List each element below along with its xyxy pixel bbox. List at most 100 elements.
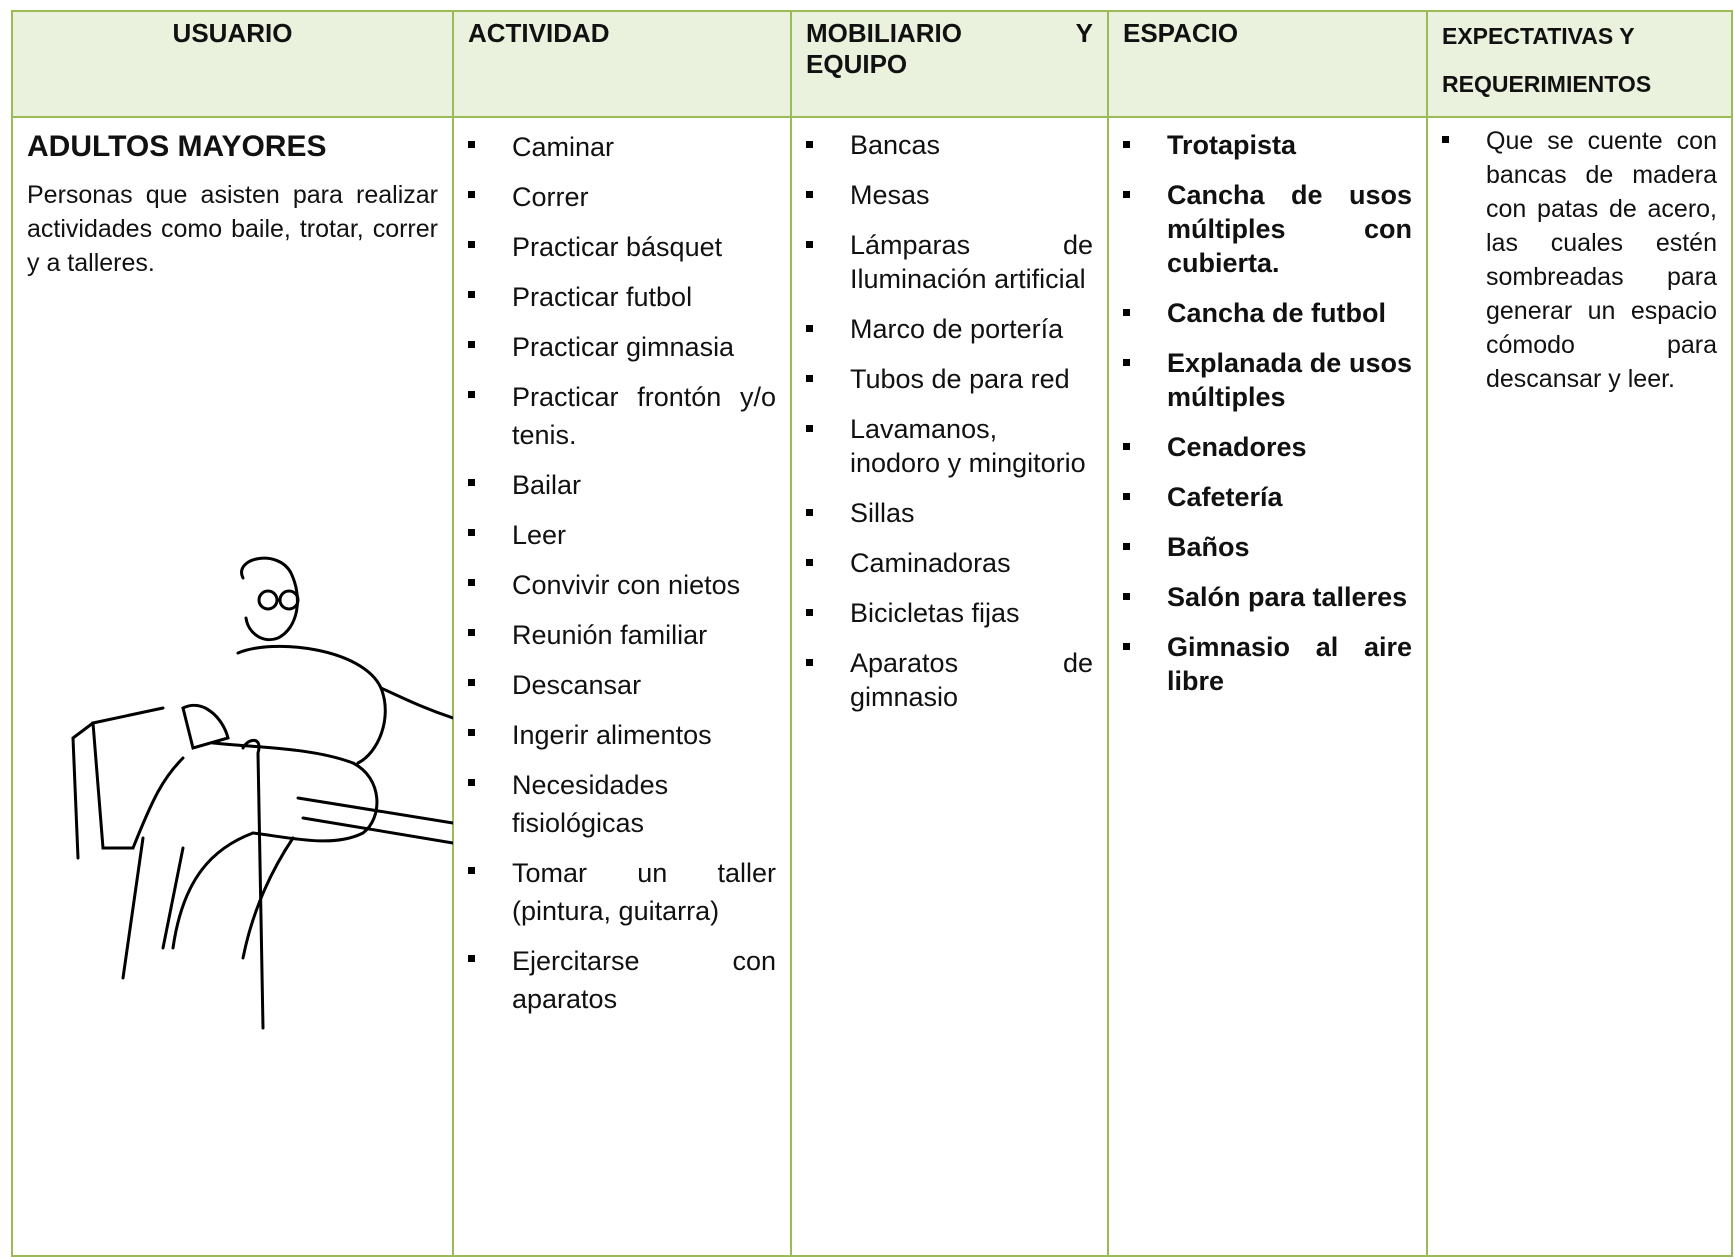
space-list: Trotapista Cancha de usos múltiples con c… (1123, 128, 1412, 698)
bullet (468, 779, 475, 786)
item-text: Necesidades fisiológicas (512, 770, 669, 838)
item-text: Salón para talleres (1167, 582, 1408, 612)
bullet (1123, 443, 1130, 450)
item-text: Lavamanos, inodoro y mingitorio (850, 414, 1086, 478)
list-item: Gimnasio al aire libre (1123, 630, 1412, 698)
header-row: USUARIO ACTIVIDAD MOBILIARIO Y EQUIPO ES… (11, 10, 1733, 118)
list-item: Explanada de usos múltiples (1123, 346, 1412, 414)
bullet (468, 729, 475, 736)
item-text: Marco de portería (850, 314, 1064, 344)
item-text: Bancas (850, 130, 941, 160)
bullet (1123, 141, 1130, 148)
bullet (468, 955, 475, 962)
bullet (806, 375, 813, 382)
item-text: Cafetería (1167, 482, 1283, 512)
bullet (1123, 309, 1130, 316)
list-item: Cancha de futbol (1123, 296, 1412, 330)
item-text: Aparatos de gimnasio (850, 648, 1093, 712)
item-text: Practicar frontón y/o tenis. (512, 382, 776, 450)
bullet (806, 509, 813, 516)
activity-list: Caminar Correr Practicar básquet Practicar … (468, 128, 776, 1018)
bullet (1123, 543, 1130, 550)
bullet (468, 867, 475, 874)
item-text: Caminar (512, 132, 615, 162)
list-item: Tubos de para red (806, 362, 1093, 396)
list-item: Descansar (468, 666, 776, 704)
bullet (806, 659, 813, 666)
header-cell: MOBILIARIO Y EQUIPO (790, 10, 1109, 118)
user-cell: ADULTOS MAYORES Personas que asisten par… (11, 116, 454, 1257)
item-text: Bicicletas fijas (850, 598, 1020, 628)
item-text: Trotapista (1167, 130, 1297, 160)
bullet (806, 141, 813, 148)
list-item: Practicar futbol (468, 278, 776, 316)
bullet (468, 141, 475, 148)
item-text: Bailar (512, 470, 582, 500)
item-text: Mesas (850, 180, 930, 210)
item-text: Sillas (850, 498, 915, 528)
bullet (1442, 136, 1449, 143)
bullet (468, 341, 475, 348)
furniture-list: Bancas Mesas Lámparas de Iluminación artif… (806, 128, 1093, 714)
item-text: Correr (512, 182, 589, 212)
item-text: Baños (1167, 532, 1250, 562)
bullet (468, 579, 475, 586)
list-item: Practicar frontón y/o tenis. (468, 378, 776, 454)
list-item: Tomar un taller (pintura, guitarra) (468, 854, 776, 930)
item-text: Practicar futbol (512, 282, 693, 312)
item-text: Caminadoras (850, 548, 1011, 578)
expectations-cell: Que se cuente con bancas de madera con p… (1426, 116, 1733, 1257)
list-item: Convivir con nietos (468, 566, 776, 604)
list-item: Ejercitarse con aparatos (468, 942, 776, 1018)
list-item: Aparatos de gimnasio (806, 646, 1093, 714)
item-text: Lámparas de Iluminación artificial (850, 230, 1093, 294)
bullet (468, 479, 475, 486)
item-text: Gimnasio al aire libre (1167, 632, 1412, 696)
space-cell: Trotapista Cancha de usos múltiples con c… (1107, 116, 1428, 1257)
elderly-man-drawing (71, 556, 453, 1030)
list-item: Lámparas de Iluminación artificial (806, 228, 1093, 296)
list-item: Sillas (806, 496, 1093, 530)
list-item: Cafetería (1123, 480, 1412, 514)
item-text: Explanada de usos múltiples (1167, 348, 1412, 412)
list-item: Caminadoras (806, 546, 1093, 580)
bullet (468, 629, 475, 636)
header-cell: ESPACIO (1107, 10, 1428, 118)
bullet (468, 191, 475, 198)
list-item: Lavamanos, inodoro y mingitorio (806, 412, 1093, 480)
item-text: Convivir con nietos (512, 570, 741, 600)
list-item: Marco de portería (806, 312, 1093, 346)
list-item: Bailar (468, 466, 776, 504)
list-item: Leer (468, 516, 776, 554)
bullet (806, 609, 813, 616)
item-text: Practicar básquet (512, 232, 723, 262)
list-item: Cancha de usos múltiples con cubierta. (1123, 178, 1412, 280)
bullet (806, 325, 813, 332)
list-item: Reunión familiar (468, 616, 776, 654)
expectations-item: Que se cuente con bancas de madera con p… (1442, 124, 1717, 396)
item-text: Tomar un taller (pintura, guitarra) (512, 858, 776, 926)
list-item: Bancas (806, 128, 1093, 162)
bullet (468, 529, 475, 536)
item-text: Cenadores (1167, 432, 1307, 462)
item-text: Cancha de futbol (1167, 298, 1387, 328)
bullet (1123, 593, 1130, 600)
bullet (1123, 493, 1130, 500)
item-text: Descansar (512, 670, 642, 700)
item-text: Tubos de para red (850, 364, 1070, 394)
bullet (1123, 191, 1130, 198)
list-item: Necesidades fisiológicas (468, 766, 776, 842)
item-text: Ingerir alimentos (512, 720, 712, 750)
header-cell: EXPECTATIVAS Y REQUERIMIENTOS (1426, 10, 1733, 118)
bullet (806, 425, 813, 432)
activity-cell: Caminar Correr Practicar básquet Practicar … (452, 116, 792, 1257)
bullet (468, 391, 475, 398)
item-text: Ejercitarse con aparatos (512, 946, 776, 1014)
user-title: ADULTOS MAYORES (27, 130, 327, 163)
bullet (806, 191, 813, 198)
list-item: Bicicletas fijas (806, 596, 1093, 630)
header-cell: ACTIVIDAD (452, 10, 792, 118)
list-item: Trotapista (1123, 128, 1412, 162)
